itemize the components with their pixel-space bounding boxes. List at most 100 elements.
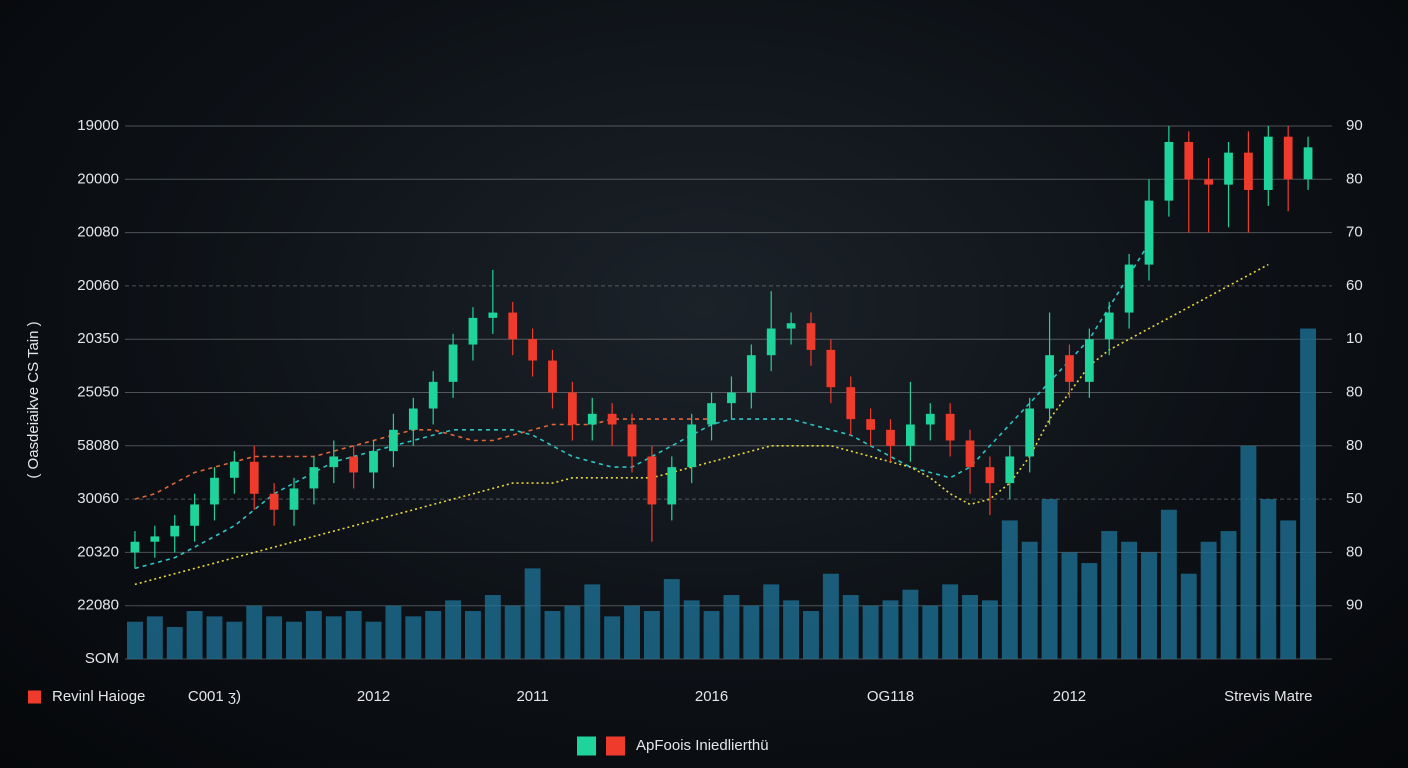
x-tick-label: OG118	[867, 688, 914, 705]
volume-bar	[385, 605, 402, 659]
candle-body	[389, 429, 398, 452]
x-tick-label: 2012	[1053, 688, 1086, 705]
volume-bar	[763, 584, 780, 659]
candle-body	[1045, 355, 1054, 409]
candle-body	[150, 536, 160, 542]
candle-body	[548, 360, 557, 393]
candle-body	[229, 461, 239, 478]
candle-body	[1204, 179, 1214, 185]
candle-body	[866, 419, 875, 430]
volume-bar	[405, 616, 422, 659]
candle-body	[349, 456, 359, 473]
volume-bar	[962, 595, 978, 659]
y-tick-label: 30060	[77, 490, 119, 507]
volume-bar	[365, 621, 382, 659]
y2-tick-label: 90	[1346, 117, 1363, 134]
volume-bar	[1121, 541, 1138, 659]
volume-bar	[703, 611, 720, 659]
y2-tick-label: 80	[1346, 383, 1363, 400]
volume-bar	[783, 600, 800, 659]
candle-body	[806, 323, 816, 350]
candle-body	[786, 323, 796, 329]
volume-bar	[146, 616, 163, 659]
y-axis-label: ( Oasdeiaikve CS Tain )	[25, 321, 42, 478]
candle-body	[985, 467, 995, 484]
candle-body	[1025, 408, 1035, 457]
y-tick-label: SOM	[85, 650, 119, 667]
x-tick-label: C001 ʒ)	[188, 688, 241, 705]
candle-body	[1005, 456, 1015, 484]
candle-body	[707, 403, 716, 425]
volume-bar	[862, 605, 879, 659]
y-tick-label: 20080	[77, 224, 119, 241]
volume-bar	[1200, 541, 1217, 659]
candle-body	[488, 312, 498, 318]
y2-tick-label: 50	[1346, 490, 1363, 507]
volume-bar	[1280, 520, 1297, 659]
candle-body	[727, 392, 736, 404]
moving-average-line	[134, 263, 1269, 586]
candle-body	[249, 461, 259, 494]
volume-bar	[723, 595, 740, 659]
candle-body	[309, 467, 319, 489]
candle-body	[210, 477, 219, 505]
candle-body	[289, 488, 299, 510]
x-tick-label: Strevis Matre	[1224, 688, 1312, 705]
volume-bar	[544, 611, 561, 659]
legend-label: Revinl Haioge	[52, 688, 145, 705]
y-tick-label: 20000	[77, 170, 119, 187]
y-tick-label: 22080	[77, 597, 119, 614]
volume-bar	[624, 605, 640, 659]
y-tick-label: 19000	[77, 117, 119, 134]
candle-body	[746, 355, 756, 393]
candle-body	[1263, 136, 1273, 190]
candle-body	[448, 344, 458, 382]
y2-tick-label: 70	[1346, 224, 1363, 241]
candle-body	[826, 349, 836, 388]
volume-bar	[1300, 328, 1317, 659]
volume-bar	[922, 605, 939, 659]
candle-body	[687, 424, 697, 468]
volume-bar	[1180, 573, 1197, 659]
volume-bar	[1061, 552, 1078, 659]
volume-bar	[1101, 531, 1118, 659]
volume-bar	[743, 605, 760, 659]
volume-bar	[1260, 499, 1277, 659]
volume-bar	[1160, 509, 1177, 659]
candle-body	[528, 339, 537, 361]
volume-bar	[803, 611, 819, 659]
candle-body	[170, 525, 180, 537]
candle-body	[846, 387, 856, 420]
volume-bar	[1021, 541, 1038, 659]
candle-body	[468, 317, 478, 345]
volume-bar	[981, 600, 998, 659]
candle-body	[1144, 200, 1154, 265]
volume-bar	[325, 616, 342, 659]
candle-body	[945, 413, 955, 441]
candle-body	[1084, 339, 1094, 382]
candle-body	[269, 493, 279, 510]
volume-bar	[604, 616, 621, 659]
candle-body	[130, 541, 140, 553]
volume-bar	[1081, 563, 1098, 659]
moving-average-line	[134, 418, 712, 500]
candle-body	[568, 392, 577, 425]
volume-bar	[902, 589, 919, 659]
candle-body	[1244, 152, 1253, 190]
x-tick-label: 2012	[357, 688, 390, 705]
candle-body	[1065, 355, 1074, 382]
volume-bar	[882, 600, 899, 659]
volume-bar	[663, 579, 680, 659]
candle-body	[627, 424, 637, 457]
candle-body	[1303, 147, 1313, 180]
y-tick-label: 20350	[77, 330, 119, 347]
y2-tick-label: 90	[1346, 597, 1363, 614]
y2-tick-label: 80	[1346, 437, 1363, 454]
volume-bar	[206, 616, 223, 659]
volume-bar	[564, 605, 581, 659]
volume-bar	[1001, 520, 1018, 659]
candle-body	[925, 413, 935, 425]
candle-body	[587, 413, 597, 425]
candle-body	[1184, 141, 1194, 180]
